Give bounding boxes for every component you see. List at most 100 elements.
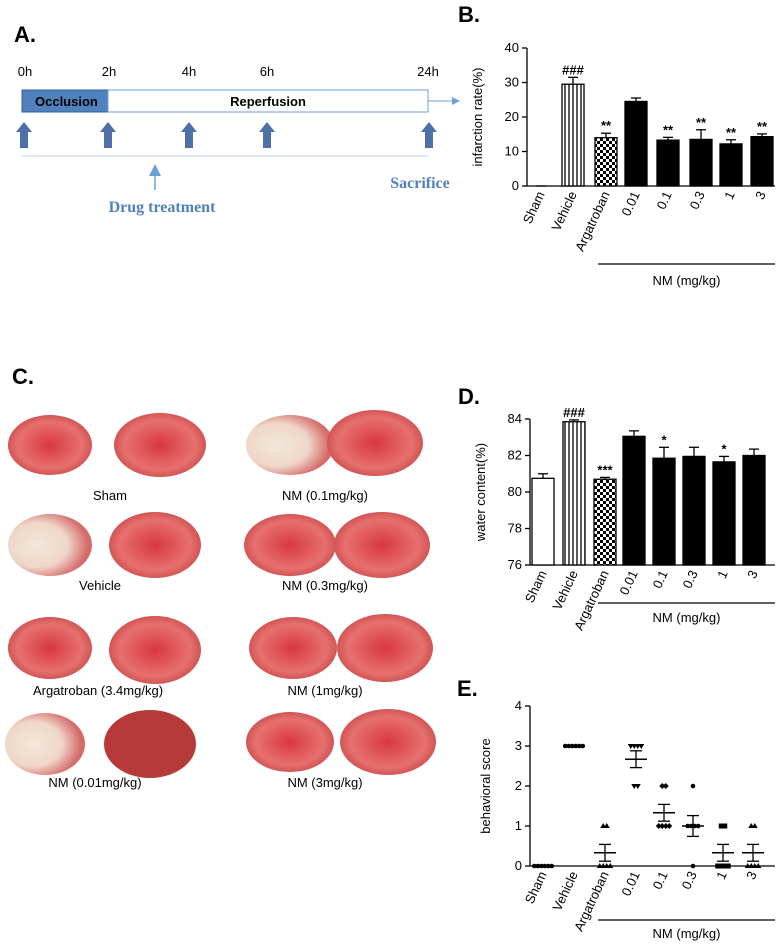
time-label: 6h bbox=[260, 64, 274, 79]
timeline-panel: A. Occlusion Reperfusion 0h 2h 4h 6h 24h… bbox=[14, 22, 460, 216]
point bbox=[722, 823, 728, 829]
y-tick-label: 30 bbox=[505, 75, 519, 90]
x-tick-label: Vehicle bbox=[549, 568, 580, 612]
y-axis-label: water content(%) bbox=[473, 443, 488, 542]
x-tick-label: 3 bbox=[744, 568, 761, 581]
panel-label: A. bbox=[14, 22, 36, 47]
time-label: 2h bbox=[102, 64, 116, 79]
brain-slices bbox=[5, 410, 436, 778]
y-tick-label: 80 bbox=[508, 484, 522, 499]
bar bbox=[561, 83, 585, 187]
point bbox=[725, 863, 731, 869]
point bbox=[638, 744, 645, 749]
y-tick-label: 0 bbox=[515, 858, 522, 873]
x-tick-label: 3 bbox=[743, 869, 760, 882]
bar bbox=[622, 435, 646, 566]
x-tick-label: Vehicle bbox=[549, 869, 580, 913]
bar bbox=[531, 477, 555, 566]
y-tick-label: 20 bbox=[505, 109, 519, 124]
point bbox=[603, 823, 610, 828]
annotation: ** bbox=[757, 119, 768, 134]
bar bbox=[682, 455, 706, 566]
image-label: NM (0.1mg/kg) bbox=[282, 488, 368, 503]
annotation: ### bbox=[563, 405, 585, 420]
x-tick-label: Sham bbox=[522, 568, 550, 605]
x-tick-label: 0.1 bbox=[649, 568, 670, 591]
y-tick-label: 4 bbox=[515, 698, 522, 713]
image-label: NM (1mg/kg) bbox=[287, 683, 362, 698]
image-label: NM (0.3mg/kg) bbox=[282, 578, 368, 593]
y-tick-label: 2 bbox=[515, 778, 522, 793]
x-tick-label: 0.3 bbox=[686, 189, 707, 212]
panel-label: C. bbox=[12, 364, 34, 389]
bar bbox=[750, 136, 774, 187]
annotation: ** bbox=[601, 118, 612, 133]
drug-label: Drug treatment bbox=[109, 199, 216, 216]
point bbox=[662, 823, 669, 829]
bar bbox=[593, 478, 617, 566]
y-tick-label: 76 bbox=[508, 557, 522, 572]
annotation: ** bbox=[726, 125, 737, 140]
bar bbox=[652, 457, 676, 566]
point bbox=[718, 823, 724, 829]
panel-label: D. bbox=[458, 384, 480, 409]
x-tick-label: 0.1 bbox=[653, 189, 674, 212]
time-label: 0h bbox=[18, 64, 32, 79]
x-tick-label: Sham bbox=[522, 869, 550, 906]
point bbox=[715, 863, 721, 869]
annotation: * bbox=[721, 441, 727, 456]
group-label: NM (mg/kg) bbox=[653, 926, 721, 941]
point bbox=[755, 863, 762, 868]
bar bbox=[689, 138, 713, 187]
group-label: NM (mg/kg) bbox=[653, 273, 721, 288]
x-tick-label: 0.3 bbox=[679, 568, 700, 591]
point bbox=[659, 823, 666, 829]
y-tick-label: 10 bbox=[505, 144, 519, 159]
annotation: ### bbox=[562, 62, 584, 77]
y-tick-label: 0 bbox=[512, 178, 519, 193]
y-tick-label: 82 bbox=[508, 448, 522, 463]
time-label: 24h bbox=[417, 64, 439, 79]
x-tick-label: 0.01 bbox=[618, 189, 642, 218]
bar bbox=[594, 137, 618, 187]
annotation: *** bbox=[597, 462, 613, 477]
x-tick-label: 1 bbox=[721, 189, 738, 202]
image-label: NM (3mg/kg) bbox=[287, 775, 362, 790]
point bbox=[690, 863, 696, 869]
bar bbox=[562, 421, 586, 566]
y-tick-label: 84 bbox=[508, 411, 522, 426]
annotation: ** bbox=[663, 122, 674, 137]
x-tick-label: 1 bbox=[714, 568, 731, 581]
bar bbox=[712, 461, 736, 566]
y-tick-label: 1 bbox=[515, 818, 522, 833]
point bbox=[607, 863, 614, 868]
x-tick-label: 0.3 bbox=[678, 869, 699, 892]
image-label: Vehicle bbox=[79, 578, 121, 593]
x-tick-label: 3 bbox=[752, 189, 769, 202]
phase-label: Occlusion bbox=[35, 94, 98, 109]
y-axis-label: infarction rate(%) bbox=[470, 68, 485, 167]
x-tick-label: 0.01 bbox=[618, 869, 642, 898]
phase-label: Reperfusion bbox=[230, 94, 306, 109]
y-tick-label: 78 bbox=[508, 521, 522, 536]
bar bbox=[624, 100, 648, 187]
bar bbox=[719, 143, 743, 187]
bar bbox=[656, 139, 680, 187]
annotation: ** bbox=[696, 115, 707, 130]
panel-label: E. bbox=[457, 676, 478, 701]
point bbox=[655, 823, 662, 829]
chart: B. infarction rate(%) 0 10 20 30 40 Sham Vehicle… bbox=[458, 2, 775, 288]
point bbox=[751, 823, 758, 828]
panel-label: B. bbox=[458, 2, 480, 27]
dose-arrows bbox=[16, 122, 437, 148]
image-label: Sham bbox=[93, 488, 127, 503]
x-tick-label: 1 bbox=[713, 869, 730, 882]
x-tick-label: Sham bbox=[520, 189, 548, 226]
image-label: NM (0.01mg/kg) bbox=[48, 775, 141, 790]
y-axis-label: behavioral score bbox=[478, 738, 493, 833]
group-label: NM (mg/kg) bbox=[653, 610, 721, 625]
point bbox=[634, 784, 641, 789]
point bbox=[690, 783, 696, 789]
